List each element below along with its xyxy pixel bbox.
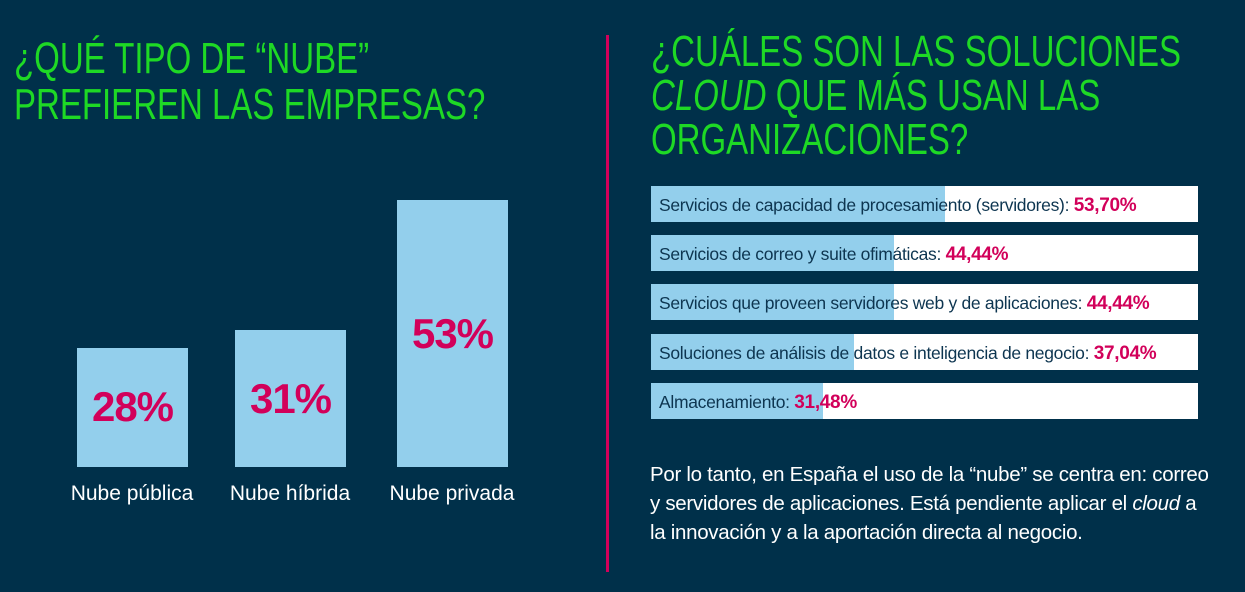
category-label: Nube híbrida <box>229 482 351 505</box>
title-line: ORGANIZACIONES? <box>651 115 969 164</box>
bar-value-label: 31% <box>249 374 332 422</box>
hbar-value: 31,48% <box>794 392 857 413</box>
hbar-text: Servicios de capacidad de procesamiento … <box>659 186 1137 225</box>
conclusion-part: a la innovación y a la aportación direct… <box>650 492 1197 544</box>
title-line: ¿QUÉ TIPO DE “NUBE” <box>14 34 370 83</box>
hbar-row: Soluciones de análisis de datos e inteli… <box>651 334 1198 370</box>
hbar-fill <box>651 284 895 320</box>
title-line: PREFIEREN LAS EMPRESAS? <box>14 80 486 129</box>
hbar-value: 37,04% <box>1093 343 1157 364</box>
title-line: CLOUD QUE MÁS USAN LAS <box>651 74 1181 118</box>
left-title: ¿QUÉ TIPO DE “NUBE” PREFIEREN LAS EMPRESA… <box>14 36 485 128</box>
hbar-text: Servicios que proveen servidores web y d… <box>659 284 1150 323</box>
bar-2: 31% <box>235 330 346 467</box>
hbar-row: Servicios que proveen servidores web y d… <box>651 284 1198 320</box>
conclusion-part: Por lo tanto, en España el uso de la “nu… <box>650 463 1209 515</box>
hbar-row: Servicios de capacidad de procesamiento … <box>651 186 1198 222</box>
conclusion-italic: cloud <box>1132 492 1180 515</box>
title-line: ¿CUÁLES SON LAS SOLUCIONES <box>651 27 1181 76</box>
hbar-category: Soluciones de análisis de datos e inteli… <box>659 343 1090 363</box>
hbar-text: Soluciones de análisis de datos e inteli… <box>659 334 1157 373</box>
hbar-value: 44,44% <box>1086 293 1150 314</box>
hbar-category: Almacenamiento: <box>659 392 790 412</box>
hbar-row: Servicios de correo y suite ofimáticas: … <box>651 235 1198 271</box>
conclusion-text: Por lo tanto, en España el uso de la “nu… <box>650 460 1210 547</box>
category-label: Nube pública <box>70 482 194 505</box>
hbar-text: Servicios de correo y suite ofimáticas: … <box>659 235 1009 274</box>
hbar-row: Almacenamiento: 31,48% <box>651 383 1198 419</box>
bar-value-label: 53% <box>411 309 494 357</box>
bar-3: 53% <box>397 200 508 467</box>
right-title: ¿CUÁLES SON LAS SOLUCIONES CLOUD QUE MÁS … <box>651 30 1181 162</box>
hbar-fill <box>651 334 854 370</box>
hbar-category: Servicios de capacidad de procesamiento … <box>659 195 1070 215</box>
bar-1: 28% <box>77 347 188 467</box>
hbar-value: 44,44% <box>945 244 1009 265</box>
hbar-fill <box>651 383 824 419</box>
category-label: Nube privada <box>389 482 515 505</box>
hbar-fill <box>651 186 945 222</box>
title-line-rest: QUE MÁS USAN LAS <box>766 71 1101 120</box>
hbar-fill <box>651 235 895 271</box>
hbar-category: Servicios de correo y suite ofimáticas: <box>659 244 942 264</box>
bar-value-label: 28% <box>91 383 174 431</box>
divider <box>606 35 609 572</box>
title-italic: CLOUD <box>651 71 767 120</box>
hbar-category: Servicios que proveen servidores web y d… <box>659 293 1083 313</box>
hbar-text: Almacenamiento: 31,48% <box>659 383 857 422</box>
hbar-value: 53,70% <box>1073 195 1137 216</box>
